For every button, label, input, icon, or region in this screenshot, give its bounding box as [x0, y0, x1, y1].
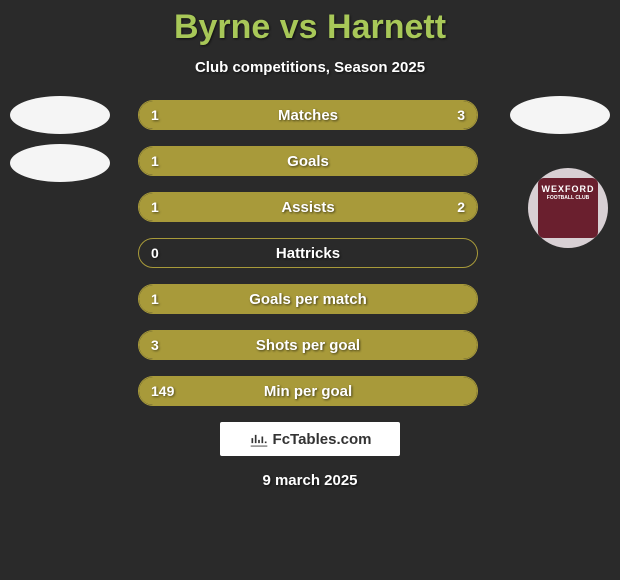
- subtitle: Club competitions, Season 2025: [0, 59, 620, 76]
- footer-site-text: FcTables.com: [273, 431, 372, 448]
- stat-row: 0Hattricks: [138, 238, 478, 268]
- stat-row: 13Matches: [138, 100, 478, 130]
- player-right-club-badge: WEXFORD FOOTBALL CLUB: [528, 168, 608, 248]
- footer-attribution: FcTables.com: [220, 422, 400, 456]
- club-badge-inner: WEXFORD FOOTBALL CLUB: [538, 178, 598, 238]
- player-right-logo-1: [510, 96, 610, 134]
- stat-row: 149Min per goal: [138, 376, 478, 406]
- player-left-logo-2: [10, 144, 110, 182]
- page-title: Byrne vs Harnett: [0, 0, 620, 47]
- stat-label: Min per goal: [139, 377, 477, 405]
- stat-row: 1Goals: [138, 146, 478, 176]
- stat-label: Matches: [139, 101, 477, 129]
- stat-bars: 13Matches 1Goals 12Assists 0Hattricks 1Goals…: [138, 100, 478, 406]
- stat-label: Hattricks: [139, 239, 477, 267]
- stat-label: Goals: [139, 147, 477, 175]
- player-left-logo-1: [10, 96, 110, 134]
- stat-row: 1Goals per match: [138, 284, 478, 314]
- stat-label: Goals per match: [139, 285, 477, 313]
- club-badge-subtext: FOOTBALL CLUB: [547, 195, 589, 201]
- date-text: 9 march 2025: [0, 472, 620, 489]
- club-badge-text: WEXFORD: [542, 184, 595, 194]
- stat-row: 12Assists: [138, 192, 478, 222]
- stat-row: 3Shots per goal: [138, 330, 478, 360]
- stat-label: Shots per goal: [139, 331, 477, 359]
- stats-area: WEXFORD FOOTBALL CLUB 13Matches 1Goals 12A…: [0, 100, 620, 406]
- chart-icon: [249, 429, 269, 449]
- stat-label: Assists: [139, 193, 477, 221]
